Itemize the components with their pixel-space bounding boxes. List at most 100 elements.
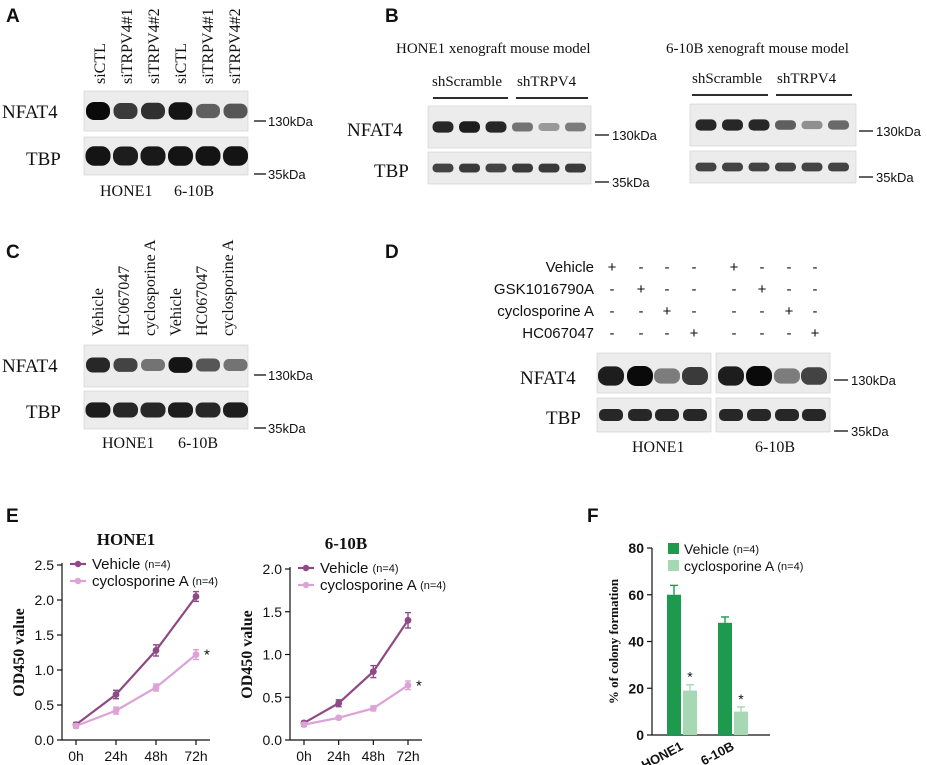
chart-colony-bar-0-1 [683, 690, 697, 735]
panel-b-hone1-tbp-band-5 [565, 163, 586, 173]
panel-a-tbp-band-3 [168, 146, 193, 166]
panel-d-nfat4-band-2 [654, 368, 680, 384]
chart-hone1-annotation-0: * [204, 647, 210, 664]
panel-a-tbp-label: TBP [26, 149, 61, 170]
panel-d-nfat4-bands [598, 366, 827, 386]
panel-b-610b-tbp-band-5 [828, 162, 849, 172]
panel-b-610b-nfat4-band-4 [801, 120, 823, 130]
panel-a-lane-label-0: siCTL [92, 43, 109, 84]
panel-label-f: F [587, 506, 599, 527]
panel-d-mark-3-5: - [760, 325, 765, 342]
panel-c-tbp-band-2 [140, 402, 166, 418]
chart-610b-ylabel: OD450 value [239, 610, 256, 698]
panel-d-mark-0-6: - [787, 259, 792, 276]
panel-c-nfat4-bands [86, 357, 248, 373]
panel-c-nfat4-band-1 [113, 358, 138, 372]
chart-hone1-series-1-point-1 [112, 707, 120, 714]
chart-610b-legend-label-1: cyclosporine A (n=4) [320, 577, 446, 594]
chart-hone1-ytick-0: 0.0 [35, 732, 55, 748]
panel-d-mark-2-5: - [760, 303, 765, 320]
panel-c-tbp-membrane [83, 390, 249, 430]
panel-d-tbp-bands [599, 409, 826, 421]
panel-d-mark-2-1: - [639, 303, 644, 320]
panel-a-nfat4-band-0 [86, 102, 110, 120]
chart-colony-ylabel: % of colony formation [606, 578, 621, 704]
panel-d-mark-3-0: - [610, 325, 615, 342]
chart-610b-annotation-0: * [416, 677, 422, 694]
panel-c-nfat4-band-5 [223, 358, 248, 372]
panel-b-610b-tbp-band-1 [722, 162, 743, 172]
panel-a-group-610b: 6-10B [174, 183, 214, 200]
panel-b-hone1-tbp-membrane [427, 151, 592, 185]
panel-b-title-hone1: HONE1 xenograft mouse model [396, 41, 591, 57]
panel-b-610b-tbp-bands [695, 162, 849, 172]
panel-b-hone1-nfat4-band-3 [512, 122, 533, 132]
chart-hone1-xtick-2: 48h [144, 748, 167, 764]
chart-hone1-xtick-1: 24h [104, 748, 127, 764]
panel-d-treatment-2: cyclosporine A [497, 303, 594, 320]
panel-a-lane-label-5: siTRPV4#2 [227, 8, 244, 84]
panel-b-610b-tbp-band-4 [801, 162, 823, 172]
panel-d-treatment-0: Vehicle [546, 259, 594, 276]
panel-d-mark-2-7: - [813, 303, 818, 320]
chart-hone1-series-0-point-3 [192, 593, 200, 600]
panel-c-nfat4-band-2 [141, 358, 165, 372]
chart-hone1-ytick-4: 2.0 [35, 592, 55, 608]
panel-b-610b-tbp-band-2 [748, 162, 770, 172]
panel-d-mark-0-5: - [760, 259, 765, 276]
panel-a-nfat4-band-2 [141, 102, 165, 120]
chart-colony-legend-swatch-0 [668, 543, 679, 554]
chart-colony-annotation-0: * [687, 669, 693, 685]
panel-b-610b-nfat4-band-5 [828, 120, 849, 130]
panel-c-tbp-band-3 [168, 402, 193, 418]
chart-hone1-xtick-0: 0h [68, 748, 84, 764]
chart-610b-xtick-3: 72h [396, 748, 419, 764]
panel-d-tbp-label: TBP [546, 408, 581, 429]
panel-d-nfat4-band-5 [746, 366, 772, 386]
chart-colony-legend-swatch-1 [668, 560, 679, 571]
chart-hone1-ytick-2: 1.0 [35, 662, 55, 678]
panel-b-610b-group-shscramble: shScramble [692, 71, 762, 87]
chart-610b-ytick-1: 0.5 [263, 689, 283, 705]
panel-d-mark-0-0: + [608, 259, 617, 276]
panel-c-tbp-band-1 [113, 402, 138, 418]
panel-b-hone1-nfat4-bands [432, 121, 586, 133]
panel-b-hone1-tbp-band-1 [459, 163, 480, 173]
panel-label-c: C [6, 242, 20, 263]
panel-d-mark-0-3: - [692, 259, 697, 276]
panel-b-tbp-label: TBP [374, 161, 409, 182]
panel-b: B HONE1 xenograft mouse model 6-10B xeno… [347, 6, 922, 190]
panel-c-marker-35: 35kDa [268, 421, 306, 436]
panel-c-group-hone1: HONE1 [102, 435, 154, 452]
chart-hone1-legend-label-1: cyclosporine A (n=4) [92, 573, 218, 590]
panel-b-hone1-tbp-band-4 [538, 163, 560, 173]
chart-610b-title: 6-10B [325, 534, 368, 553]
panel-c-lane-labels: Vehicle HC067047 cyclosporine A Vehicle HC06… [90, 239, 237, 336]
panel-a-lane-label-2: siTRPV4#2 [146, 8, 163, 84]
panel-d-mark-0-4: + [730, 259, 739, 276]
chart-hone1-xtick-3: 72h [184, 748, 207, 764]
chart-colony-xtick-0: HONE1 [639, 738, 686, 765]
chart-610b-xtick-1: 24h [327, 748, 350, 764]
panel-c-lane-label-5: cyclosporine A [220, 239, 237, 336]
panel-a-nfat4-membrane [83, 90, 249, 132]
panel-c-nfat4-band-0 [86, 357, 110, 373]
panel-d-mark-1-1: + [637, 281, 646, 298]
panel-d-nfat4-band-7 [801, 367, 827, 385]
chart-colony-ytick-4: 80 [628, 540, 644, 556]
chart-colony-annotation-1: * [738, 691, 744, 707]
chart-610b-xtick-0: 0h [296, 748, 312, 764]
panel-b-610b-nfat4-bands [695, 119, 849, 131]
chart-hone1-title: HONE1 [97, 530, 156, 549]
chart-hone1-ytick-5: 2.5 [35, 557, 55, 573]
panel-a-lane-label-4: siTRPV4#1 [200, 8, 217, 84]
panel-a-lane-label-1: siTRPV4#1 [119, 8, 136, 84]
chart-hone1-legend-label-0: Vehicle (n=4) [92, 556, 171, 573]
panel-a-marker-130: 130kDa [268, 114, 314, 129]
chart-610b-ytick-2: 1.0 [263, 647, 283, 663]
chart-colony-bar-1-0 [718, 622, 732, 735]
panel-c-nfat4-band-4 [196, 358, 220, 372]
chart-610b-ytick-0: 0.0 [263, 732, 283, 748]
panel-b-hone1-marker-35: 35kDa [612, 175, 650, 190]
panel-a-nfat4-band-4 [196, 103, 220, 119]
